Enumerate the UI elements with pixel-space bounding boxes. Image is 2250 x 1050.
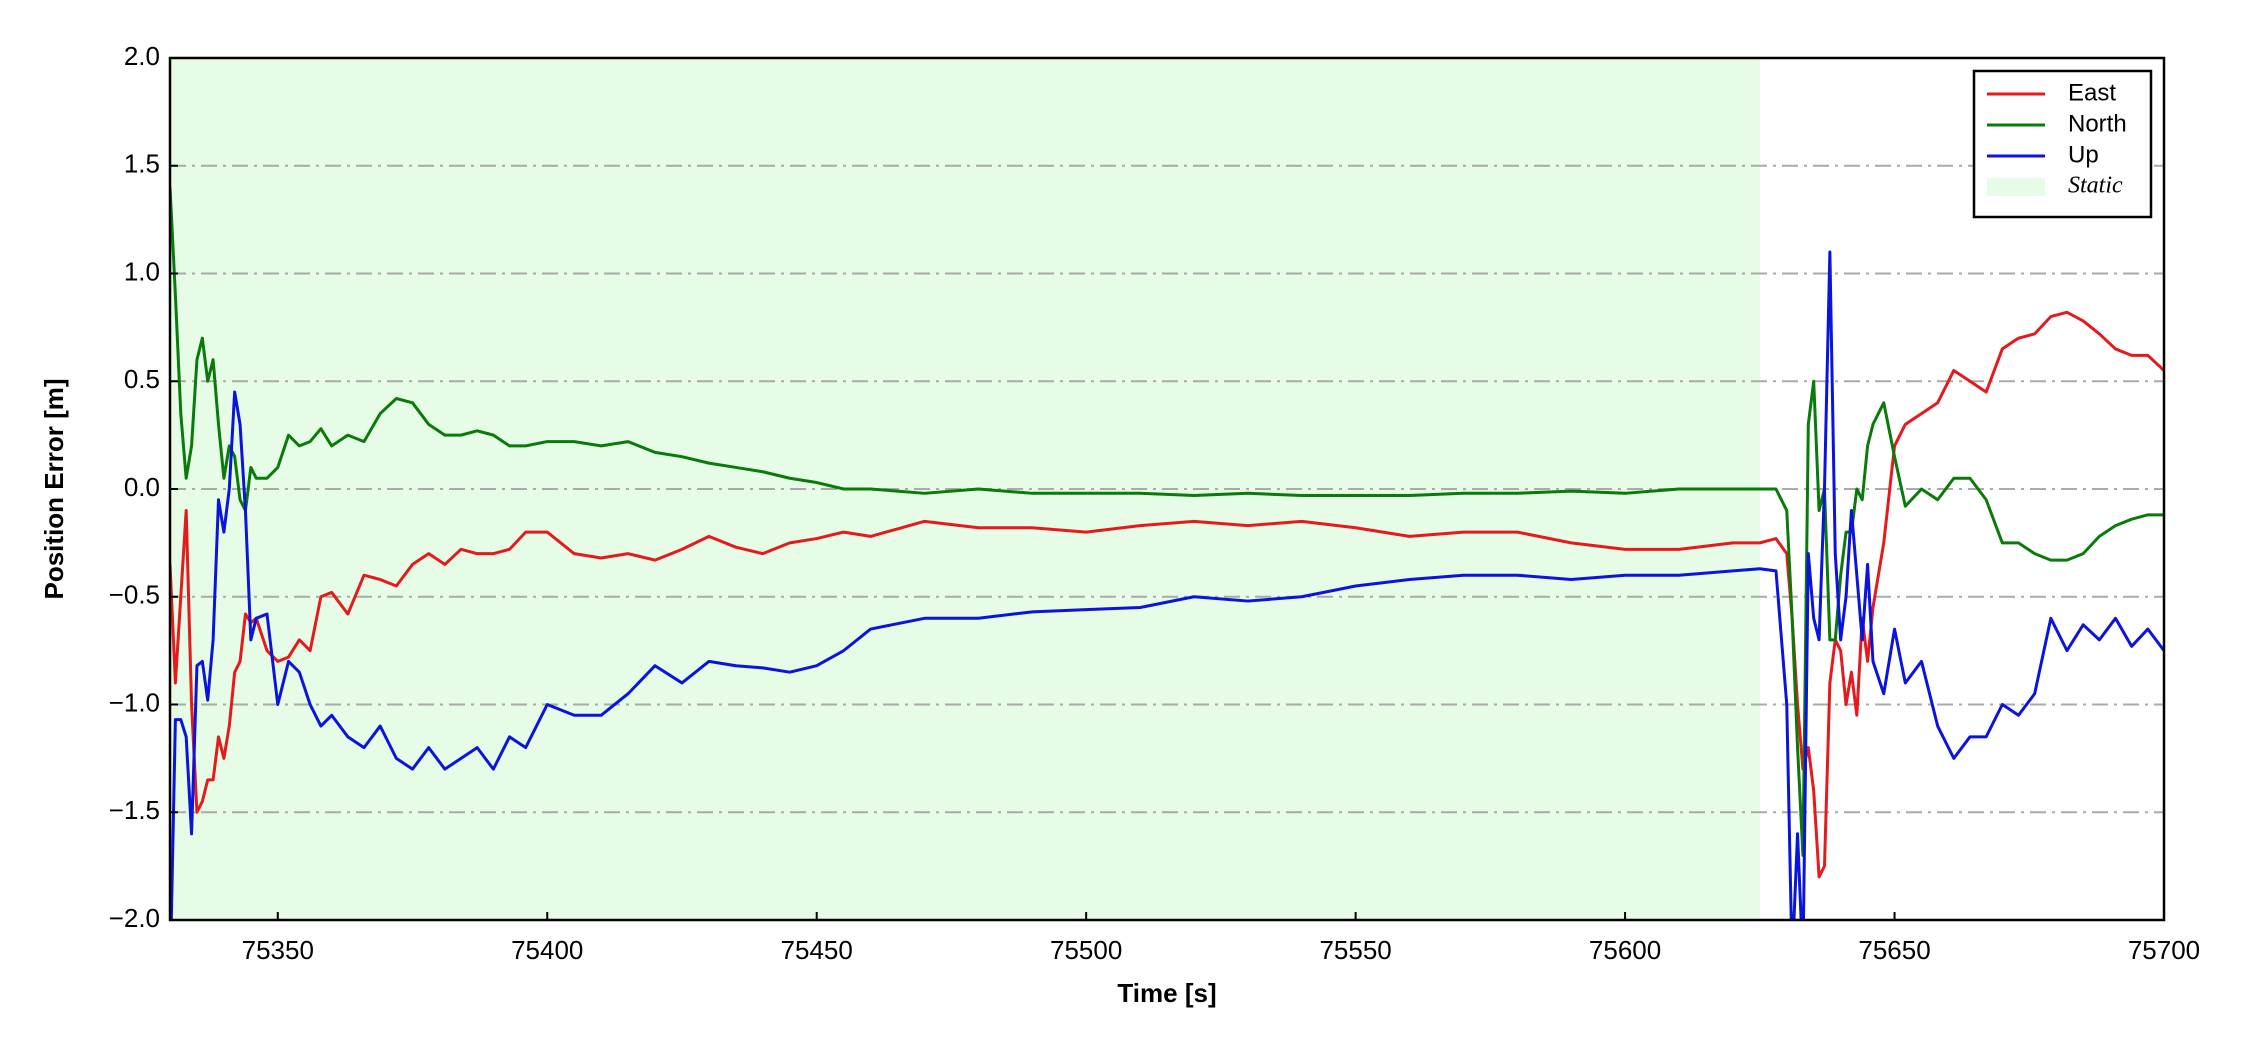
- x-tick-label: 75700: [2128, 935, 2200, 965]
- data-line: [170, 310, 2164, 879]
- y-tick-label: −1.5: [109, 795, 160, 825]
- legend: East North Up Static: [1972, 69, 2153, 219]
- y-axis-label: Position Error [m]: [39, 378, 69, 599]
- y-tick-label: −0.5: [109, 580, 160, 610]
- plot-area: [170, 58, 2164, 920]
- x-tick-label: 75400: [511, 935, 583, 965]
- x-tick-label: 75550: [1319, 935, 1391, 965]
- legend-label: East: [2068, 79, 2116, 106]
- legend-swatch: [1987, 178, 2045, 196]
- x-tick-label: 75450: [781, 935, 853, 965]
- y-tick-label: 1.0: [124, 256, 160, 286]
- x-tick-label: 75350: [242, 935, 314, 965]
- plot-frame: [168, 56, 2166, 922]
- y-tick-label: −2.0: [109, 903, 160, 933]
- legend-label: Up: [2068, 141, 2099, 168]
- data-line: [170, 187, 2164, 857]
- x-tick-label: 75600: [1589, 935, 1661, 965]
- y-tick-label: 0.0: [124, 472, 160, 502]
- legend-label: North: [2068, 110, 2127, 137]
- x-tick-label: 75500: [1050, 935, 1122, 965]
- x-axis-label: Time [s]: [1117, 978, 1216, 1008]
- y-tick-label: 1.5: [124, 149, 160, 179]
- legend-label: Static: [2068, 173, 2123, 199]
- data-line: [170, 250, 2164, 920]
- y-tick-label: 2.0: [124, 41, 160, 71]
- x-tick-label: 75650: [1858, 935, 1930, 965]
- y-tick-label: −1.0: [109, 687, 160, 717]
- y-tick-label: 0.5: [124, 364, 160, 394]
